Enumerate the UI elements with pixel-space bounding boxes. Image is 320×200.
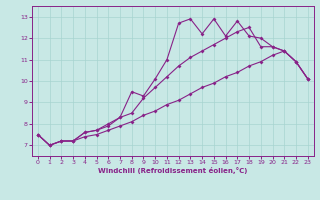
X-axis label: Windchill (Refroidissement éolien,°C): Windchill (Refroidissement éolien,°C) <box>98 167 247 174</box>
